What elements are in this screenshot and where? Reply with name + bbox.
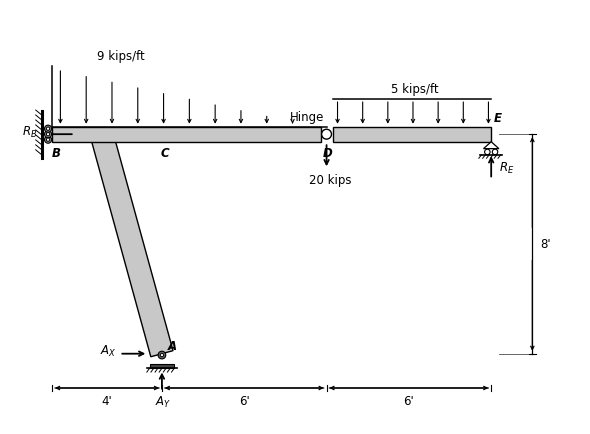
Text: $R_B$: $R_B$ <box>22 125 38 140</box>
Polygon shape <box>483 142 499 149</box>
Circle shape <box>44 126 51 133</box>
Text: E: E <box>494 112 502 125</box>
Bar <box>150 364 174 368</box>
Text: 6': 6' <box>239 394 250 407</box>
Text: D: D <box>323 147 333 159</box>
Text: $A_X$: $A_X$ <box>100 344 117 358</box>
Bar <box>52 127 320 142</box>
Circle shape <box>44 137 51 144</box>
Text: $A_Y$: $A_Y$ <box>155 395 172 409</box>
Circle shape <box>47 133 50 137</box>
Text: $R_E$: $R_E$ <box>499 160 515 175</box>
Circle shape <box>158 352 166 359</box>
Text: B: B <box>52 147 61 159</box>
Circle shape <box>322 130 332 140</box>
Text: 20 kips: 20 kips <box>309 174 352 187</box>
Circle shape <box>160 354 163 357</box>
Circle shape <box>484 150 490 155</box>
Circle shape <box>44 132 51 138</box>
Text: Hinge: Hinge <box>290 111 324 124</box>
Circle shape <box>47 128 50 131</box>
Text: 5 kips/ft: 5 kips/ft <box>391 83 438 96</box>
Text: C: C <box>160 147 169 159</box>
Bar <box>333 127 491 142</box>
Text: 8': 8' <box>540 238 551 251</box>
Text: 4': 4' <box>101 394 113 407</box>
Circle shape <box>47 139 50 142</box>
Text: 6': 6' <box>404 394 414 407</box>
Text: 9 kips/ft: 9 kips/ft <box>97 50 145 63</box>
Text: A: A <box>168 339 176 352</box>
Circle shape <box>492 150 498 155</box>
Polygon shape <box>90 132 173 357</box>
